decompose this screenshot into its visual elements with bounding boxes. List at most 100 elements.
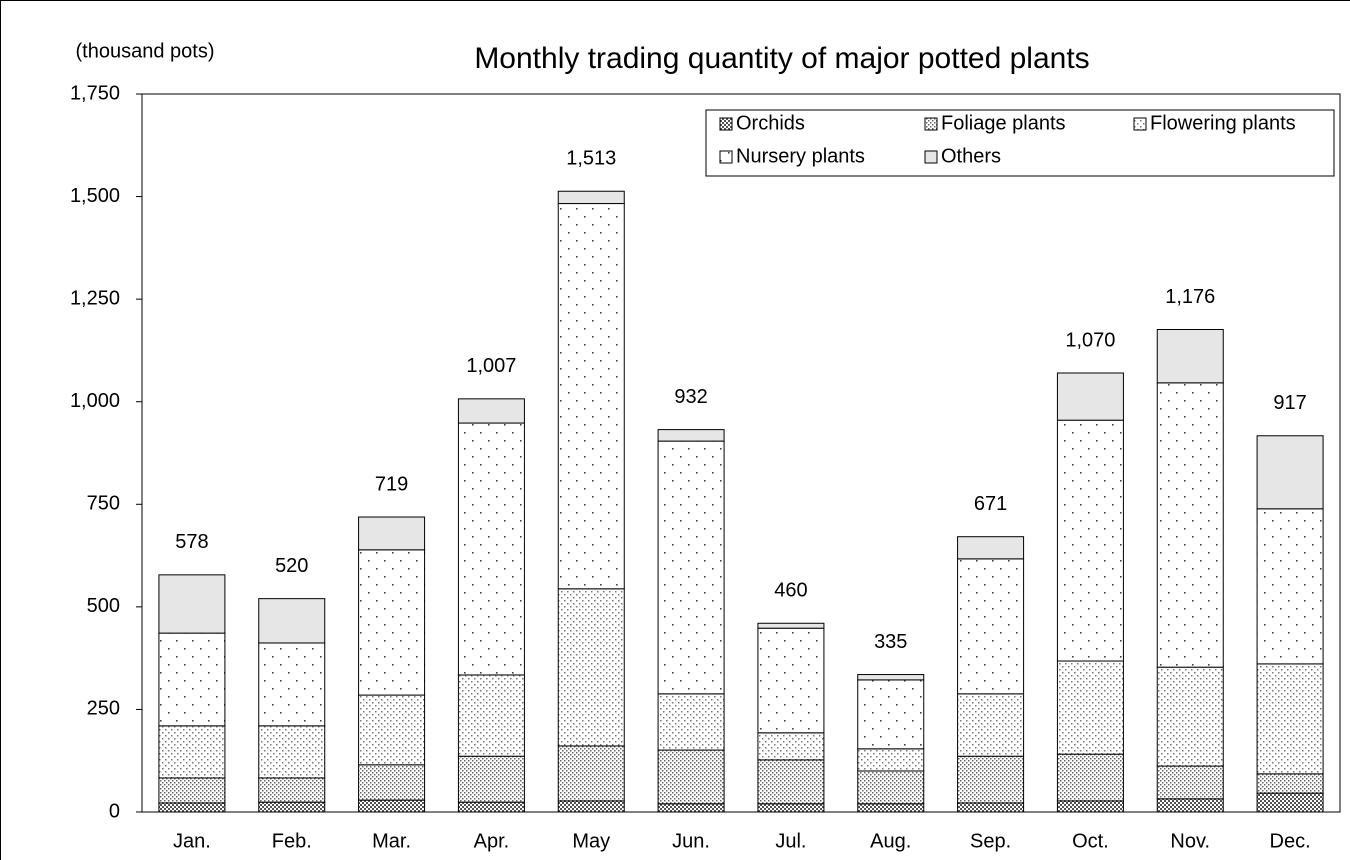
total-label: 1,176 xyxy=(1165,286,1215,308)
bar-segment xyxy=(1156,666,1224,767)
bar-segment xyxy=(1056,660,1124,755)
legend-label: Nursery plants xyxy=(736,145,865,167)
bar-segment xyxy=(1256,773,1324,794)
total-label: 671 xyxy=(974,493,1007,515)
legend-swatch xyxy=(924,150,938,164)
bar-segment xyxy=(1056,372,1124,421)
total-label: 520 xyxy=(275,555,308,577)
bar-segment xyxy=(757,627,825,734)
bar-segment xyxy=(258,777,326,803)
bar-segment xyxy=(657,429,725,442)
bar-segment xyxy=(1256,508,1324,665)
bar-segment xyxy=(557,588,625,747)
legend-box xyxy=(705,109,1335,177)
bar-segment xyxy=(657,803,725,813)
total-label: 335 xyxy=(874,631,907,653)
bar-segment xyxy=(457,674,525,757)
bar-segment xyxy=(158,777,226,804)
legend-swatch xyxy=(719,117,733,131)
bar-segment xyxy=(1056,753,1124,802)
total-label: 578 xyxy=(175,531,208,553)
x-tick-label: Mar. xyxy=(372,830,411,852)
bar-segment xyxy=(557,203,625,590)
x-tick-label: Jun. xyxy=(672,830,710,852)
bar-segment xyxy=(1156,798,1224,813)
bar-segment xyxy=(657,440,725,695)
bar-segment xyxy=(1156,329,1224,384)
y-tick-label: 500 xyxy=(87,595,120,617)
total-label: 1,007 xyxy=(466,355,516,377)
bar-segment xyxy=(457,801,525,813)
bar-segment xyxy=(657,749,725,805)
bar-segment xyxy=(158,802,226,813)
x-tick-label: Apr. xyxy=(474,830,510,852)
legend-swatch xyxy=(924,117,938,131)
bar-segment xyxy=(757,622,825,629)
x-tick-label: Nov. xyxy=(1170,830,1210,852)
legend-swatch xyxy=(719,150,733,164)
bar-segment xyxy=(358,694,426,766)
bar-segment xyxy=(857,770,925,805)
bar-segment xyxy=(258,801,326,813)
x-tick-label: Jan. xyxy=(173,830,211,852)
total-label: 932 xyxy=(674,386,707,408)
x-tick-label: Dec. xyxy=(1270,830,1311,852)
bar-segment xyxy=(457,398,525,424)
bar-segment xyxy=(757,759,825,805)
bar-segment xyxy=(957,536,1025,560)
y-tick-label: 1,500 xyxy=(70,185,120,207)
bar-segment xyxy=(158,725,226,779)
bar-segment xyxy=(457,755,525,803)
bar-segment xyxy=(1056,800,1124,813)
bar-segment xyxy=(557,190,625,205)
total-label: 460 xyxy=(774,580,807,602)
legend-swatch xyxy=(1133,117,1147,131)
y-tick-label: 1,250 xyxy=(70,287,120,309)
total-label: 719 xyxy=(375,473,408,495)
y-axis-label: (thousand pots) xyxy=(76,40,215,62)
x-tick-label: Jul. xyxy=(775,830,806,852)
bar-segment xyxy=(757,732,825,761)
bar-segment xyxy=(158,632,226,727)
x-tick-label: Aug. xyxy=(870,830,911,852)
legend-label: Flowering plants xyxy=(1150,112,1296,134)
plot-area xyxy=(141,93,1341,813)
bar-segment xyxy=(657,693,725,751)
bar-segment xyxy=(358,549,426,696)
y-tick-label: 0 xyxy=(109,800,120,822)
total-label: 1,513 xyxy=(566,148,616,170)
bar-segment xyxy=(957,558,1025,695)
bar-segment xyxy=(957,755,1025,804)
bar-segment xyxy=(957,693,1025,757)
bar-segment xyxy=(557,800,625,813)
x-tick-label: Feb. xyxy=(272,830,312,852)
bar-segment xyxy=(258,642,326,727)
bar-segment xyxy=(557,745,625,802)
bar-segment xyxy=(857,679,925,750)
bar-segment xyxy=(857,748,925,772)
bar-segment xyxy=(258,725,326,779)
y-tick-label: 1,000 xyxy=(70,390,120,412)
total-label: 1,070 xyxy=(1065,329,1115,351)
x-tick-label: Sep. xyxy=(970,830,1011,852)
chart-title: Monthly trading quantity of major potted… xyxy=(474,42,1089,75)
bar-segment xyxy=(1156,382,1224,668)
total-label: 917 xyxy=(1273,392,1306,414)
bar-segment xyxy=(1256,663,1324,775)
legend-label: Orchids xyxy=(736,112,805,134)
bar-segment xyxy=(258,598,326,644)
y-tick-label: 750 xyxy=(87,493,120,515)
bar-segment xyxy=(358,764,426,801)
bar-segment xyxy=(857,674,925,681)
bar-segment xyxy=(1256,435,1324,510)
x-tick-label: May xyxy=(572,830,610,852)
bar-segment xyxy=(857,803,925,813)
y-tick-label: 1,750 xyxy=(70,82,120,104)
bar-segment xyxy=(957,802,1025,813)
legend-label: Others xyxy=(941,145,1001,167)
bar-segment xyxy=(1156,765,1224,800)
bar-segment xyxy=(358,799,426,813)
legend-label: Foliage plants xyxy=(941,112,1066,134)
